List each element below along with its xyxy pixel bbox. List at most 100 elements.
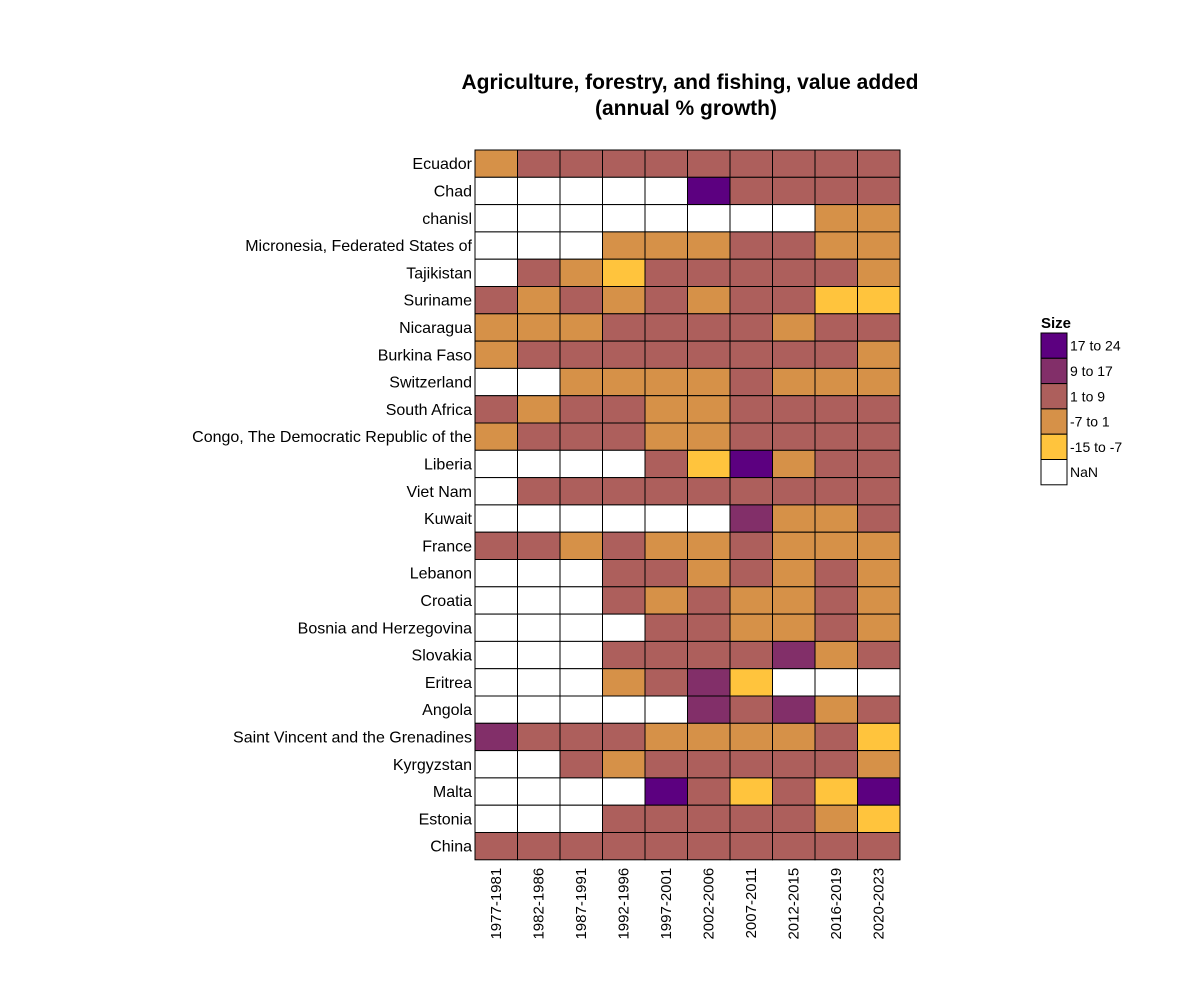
heatmap-cell — [474, 722, 518, 752]
heatmap-cell — [474, 531, 518, 561]
heatmap-cell — [857, 149, 901, 178]
x-tick-label: 2007-2011 — [743, 868, 760, 939]
heatmap-cell — [517, 722, 561, 752]
heatmap-cell — [517, 477, 561, 506]
heatmap-cell — [644, 722, 688, 752]
heatmap-cell — [644, 531, 688, 561]
heatmap-cell — [857, 531, 901, 561]
heatmap-cell — [602, 722, 646, 752]
heatmap-cell — [772, 258, 816, 288]
heatmap-cell — [687, 559, 731, 588]
y-tick-label: Viet Nam — [406, 484, 472, 501]
heatmap-cell — [517, 340, 561, 369]
heatmap-cell — [602, 340, 646, 369]
heatmap-cell — [687, 750, 731, 779]
heatmap-cell — [602, 176, 646, 206]
heatmap-cell — [687, 231, 731, 260]
heatmap-cell — [687, 531, 731, 561]
heatmap-cell — [857, 804, 901, 834]
heatmap-cell — [559, 804, 603, 834]
legend-label: 9 to 17 — [1070, 363, 1113, 379]
heatmap-cell — [687, 395, 731, 424]
heatmap-cell — [814, 586, 858, 615]
y-axis-labels: Ecuador Chad chanisl Micronesia, Federated … — [192, 156, 473, 856]
heatmap-cell — [772, 340, 816, 369]
heatmap-cell — [517, 504, 561, 533]
heatmap-cell — [559, 286, 603, 315]
heatmap-cell — [729, 640, 773, 670]
y-tick-label: South Africa — [386, 402, 472, 419]
heatmap-cell — [474, 804, 518, 834]
heatmap-cell — [687, 286, 731, 315]
heatmap-cell — [644, 422, 688, 451]
legend-swatch — [1040, 383, 1068, 410]
heatmap-cell — [857, 559, 901, 588]
heatmap-cell — [474, 367, 518, 397]
heatmap-cell — [687, 204, 731, 233]
heatmap-cell — [772, 586, 816, 615]
heatmap-cell — [474, 422, 518, 451]
heatmap-cell — [729, 477, 773, 506]
heatmap-cell — [814, 340, 858, 369]
y-tick-label: Tajikistan — [406, 265, 472, 282]
heatmap-cell — [474, 258, 518, 288]
heatmap-cell — [729, 804, 773, 834]
heatmap-cell — [559, 504, 603, 533]
heatmap-cell — [559, 832, 603, 861]
heatmap-cell — [602, 231, 646, 260]
x-tick-label: 1997-2001 — [658, 868, 675, 940]
heatmap-cell — [772, 613, 816, 642]
heatmap-cell — [644, 395, 688, 424]
heatmap-cell — [559, 422, 603, 451]
heatmap-cell — [602, 258, 646, 288]
heatmap-cell — [602, 449, 646, 479]
heatmap-cell — [517, 313, 561, 342]
heatmap-cell — [687, 695, 731, 724]
heatmap-cell — [857, 777, 901, 806]
heatmap-cell — [559, 204, 603, 233]
heatmap-cell — [814, 804, 858, 834]
x-axis-labels: 1977-1981 1982-1986 1987-1991 1992-1996 1997… — [488, 868, 888, 940]
heatmap-cell — [644, 258, 688, 288]
heatmap-cell — [687, 777, 731, 806]
heatmap-cell — [729, 449, 773, 479]
y-tick-label: Bosnia and Herzegovina — [298, 620, 472, 637]
heatmap-cell — [644, 777, 688, 806]
heatmap-cell — [517, 231, 561, 260]
heatmap-cell — [644, 477, 688, 506]
heatmap-cell — [517, 449, 561, 479]
y-tick-label: Saint Vincent and the Grenadines — [233, 729, 472, 746]
heatmap-cell — [687, 640, 731, 670]
y-tick-label: China — [430, 839, 472, 856]
heatmap-cell — [474, 695, 518, 724]
heatmap-cell — [772, 640, 816, 670]
heatmap-cell — [474, 231, 518, 260]
heatmap-cell — [559, 531, 603, 561]
x-tick-label: 2020-2023 — [871, 868, 888, 940]
heatmap-cell — [602, 313, 646, 342]
heatmap-cell — [602, 668, 646, 697]
heatmap-cell — [772, 668, 816, 697]
y-tick-label: Suriname — [404, 293, 473, 310]
heatmap-cell — [857, 640, 901, 670]
heatmap-cell — [729, 531, 773, 561]
heatmap-cell — [814, 531, 858, 561]
heatmap-cell — [687, 149, 731, 178]
heatmap-cell — [474, 313, 518, 342]
y-tick-label: France — [422, 538, 472, 555]
heatmap-cell — [814, 777, 858, 806]
heatmap-cell — [517, 204, 561, 233]
heatmap-cell — [602, 695, 646, 724]
y-tick-label: Estonia — [419, 811, 472, 828]
legend: Size 17 to 24 9 to 17 1 to 9 -7 to 1 -15 to -… — [1040, 315, 1122, 486]
heatmap-cell — [602, 559, 646, 588]
heatmap-cell — [559, 722, 603, 752]
heatmap-cell — [857, 231, 901, 260]
heatmap-cell — [559, 613, 603, 642]
heatmap-cell — [772, 231, 816, 260]
heatmap-cell — [559, 395, 603, 424]
heatmap-cell — [474, 832, 518, 861]
heatmap-cell — [559, 640, 603, 670]
heatmap-cell — [644, 313, 688, 342]
heatmap-cell — [559, 559, 603, 588]
